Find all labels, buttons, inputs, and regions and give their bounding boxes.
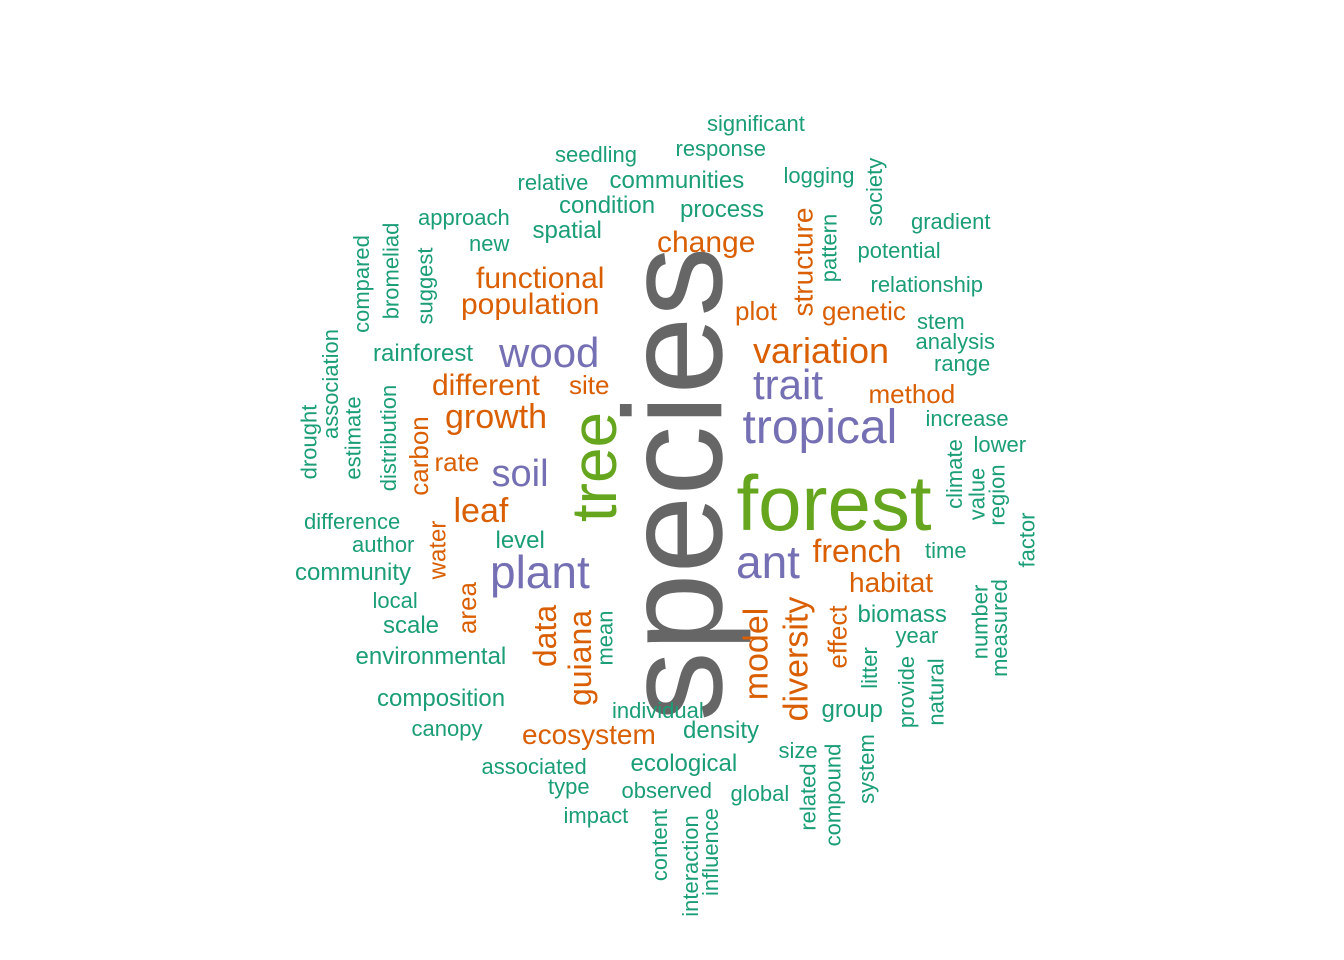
word-process: process — [680, 196, 765, 223]
word-model: model — [736, 607, 775, 701]
word-drought: drought — [295, 404, 321, 480]
word-spatial: spatial — [532, 217, 602, 244]
word-plant: plant — [490, 546, 590, 598]
word-community: community — [295, 559, 412, 586]
word-genetic: genetic — [822, 296, 906, 326]
word-climate: climate — [941, 439, 967, 509]
word-measured: measured — [986, 579, 1012, 677]
word-year: year — [895, 623, 939, 648]
word-functional: functional — [476, 262, 605, 295]
word-size: size — [778, 738, 818, 763]
word-plot: plot — [735, 296, 777, 326]
word-carbon: carbon — [403, 416, 434, 496]
word-canopy: canopy — [411, 716, 483, 741]
word-global: global — [730, 781, 790, 806]
word-rate: rate — [434, 447, 480, 477]
word-compared: compared — [348, 235, 374, 333]
word-new: new — [469, 231, 510, 256]
word-leaf: leaf — [453, 492, 509, 530]
word-rainforest: rainforest — [373, 340, 474, 367]
word-response: response — [675, 136, 767, 161]
word-type: type — [548, 774, 590, 799]
word-data: data — [527, 604, 564, 668]
word-individual: individual — [612, 698, 704, 723]
word-approach: approach — [418, 205, 510, 230]
word-seedling: seedling — [555, 142, 637, 167]
word-time: time — [925, 538, 967, 563]
word-mean: mean — [592, 610, 618, 666]
word-population: population — [461, 288, 600, 321]
word-soil: soil — [491, 453, 549, 495]
word-french: french — [812, 533, 902, 569]
word-society: society — [862, 157, 888, 227]
word-association: association — [318, 328, 344, 440]
word-suggest: suggest — [412, 247, 438, 325]
word-composition: composition — [377, 685, 506, 712]
word-associated: associated — [481, 754, 587, 779]
word-habitat: habitat — [849, 567, 934, 598]
word-growth: growth — [445, 398, 548, 436]
word-relationship: relationship — [870, 272, 984, 297]
word-biomass: biomass — [857, 601, 947, 628]
word-ecosystem: ecosystem — [522, 719, 656, 750]
word-structure: structure — [786, 207, 818, 317]
word-analysis: analysis — [915, 329, 995, 354]
word-site: site — [569, 370, 610, 400]
word-tropical: tropical — [742, 401, 898, 454]
word-guiana: guiana — [562, 609, 599, 707]
word-group: group — [821, 696, 883, 723]
word-wood: wood — [499, 329, 600, 376]
word-influence: influence — [698, 807, 724, 897]
word-author: author — [352, 532, 415, 557]
word-provide: provide — [894, 655, 920, 729]
word-diversity: diversity — [776, 596, 815, 722]
word-tree: tree — [558, 411, 631, 523]
word-condition: condition — [559, 192, 656, 219]
word-potential: potential — [857, 238, 941, 263]
word-pattern: pattern — [815, 213, 841, 283]
word-difference: difference — [304, 509, 401, 534]
word-natural: natural — [923, 658, 949, 726]
word-estimate: estimate — [340, 396, 366, 480]
word-range: range — [934, 351, 991, 376]
word-environmental: environmental — [355, 643, 507, 670]
word-ecological: ecological — [630, 750, 738, 777]
word-gradient: gradient — [911, 209, 991, 234]
word-litter: litter — [856, 647, 882, 689]
word-relative: relative — [517, 170, 589, 195]
word-effect: effect — [822, 605, 853, 669]
word-ant: ant — [736, 536, 800, 588]
word-content: content — [647, 808, 673, 882]
word-factor: factor — [1014, 512, 1040, 568]
word-area: area — [452, 581, 483, 635]
word-significant: significant — [707, 111, 805, 136]
word-impact: impact — [563, 803, 629, 828]
word-forest: forest — [736, 459, 932, 547]
word-method: method — [868, 379, 956, 409]
word-change: change — [657, 226, 756, 259]
word-region: region — [984, 464, 1010, 526]
word-different: different — [432, 369, 540, 402]
word-density: density — [683, 717, 760, 744]
word-distribution: distribution — [376, 384, 402, 492]
word-water: water — [423, 520, 451, 580]
word-local: local — [372, 588, 418, 613]
word-compound: compound — [819, 743, 845, 847]
word-related: related — [795, 763, 821, 831]
word-bromeliad: bromeliad — [377, 222, 403, 320]
word-logging: logging — [783, 163, 855, 188]
word-trait: trait — [753, 361, 824, 408]
word-level: level — [495, 527, 545, 554]
word-lower: lower — [973, 432, 1027, 457]
word-communities: communities — [609, 167, 745, 194]
word-scale: scale — [383, 612, 440, 639]
word-increase: increase — [925, 406, 1009, 431]
word-variation: variation — [753, 330, 890, 371]
word-stem: stem — [917, 309, 965, 334]
word-system: system — [853, 734, 879, 804]
word-observed: observed — [621, 778, 713, 803]
